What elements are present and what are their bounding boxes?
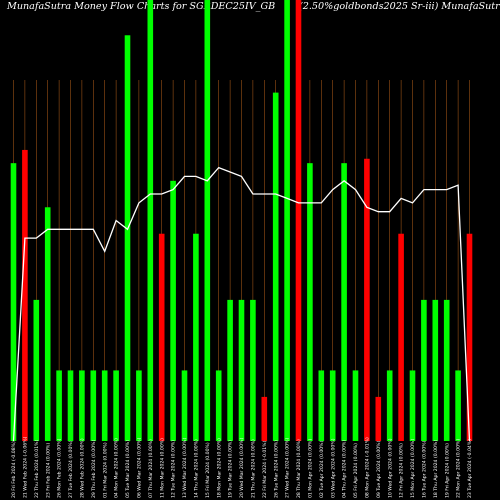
x-tick-label: 23 Fri Feb 2024 (0.00%) [45,443,51,498]
money-flow-bar [432,299,439,441]
money-flow-bar [124,35,131,441]
x-tick-label: 18 Thu Apr 2024 (0.00%) [433,440,439,498]
x-tick-label: 26 Tue Mar 2024 (0.00%) [273,440,279,498]
x-tick-label: 05 Fri Apr 2024 (0.00%) [353,443,359,498]
money-flow-bar [181,370,188,441]
money-flow-bar [79,370,85,441]
x-tick-label: 14 Thu Mar 2024 (0.00%) [194,439,200,498]
x-tick-label: 02 Tue Apr 2024 (0.00%) [319,440,325,498]
x-tick-label: 15 Fri Mar 2024 (0.00%) [205,442,211,498]
money-flow-bar [375,396,382,441]
money-flow-bar [261,396,268,441]
money-flow-bar [272,92,279,442]
money-flow-bar [386,370,393,441]
x-tick-label: 20 Wed Mar 2024 (0.00%) [239,438,245,498]
money-flow-bar [295,0,302,441]
x-tick-label: 22 Mon Apr 2024 (0.00%) [456,439,462,498]
money-flow-bar [227,299,233,441]
money-flow-bar [90,370,97,441]
money-flow-bar [113,370,119,441]
x-tick-label: 19 Tue Mar 2024 (0.00%) [228,440,234,498]
money-flow-bar [443,299,450,441]
money-flow-bar [136,370,142,441]
money-flow-bar [329,370,336,441]
money-flow-bar [455,370,461,441]
x-tick-label: 21 Wed Feb 2024 (-0.06%) [23,436,29,498]
x-tick-label: 18 Mon Mar 2024 (0.00%) [216,438,222,498]
money-flow-bar [215,370,222,441]
money-flow-bar [352,370,359,441]
x-tick-label: 13 Wed Mar 2024 (0.00%) [182,438,188,498]
x-tick-label: 12 Tue Mar 2024 (0.00%) [171,440,177,498]
money-flow-bar [67,370,74,441]
money-flow-bar [44,207,51,441]
x-tick-label: 11 Mon Mar 2024 (0.00%) [159,438,165,498]
money-flow-bar [466,233,473,441]
x-tick-label: 21 Thu Mar 2024 (0.00%) [251,439,257,498]
x-tick-label: 23 Tue Apr 2024 (-0.04%) [467,439,473,498]
x-tick-label: 27 Tue Feb 2024 (0.00%) [68,440,74,498]
money-flow-bar [33,299,40,441]
x-tick-label: 12 Fri Apr 2024 (0.00%) [399,443,405,498]
x-tick-label: 10 Wed Apr 2024 (0.00%) [387,438,393,498]
money-flow-bar [398,233,404,441]
money-flow-bar [170,180,176,441]
x-tick-label: 06 Wed Mar 2024 (0.00%) [137,438,143,498]
x-axis-labels: 20 Fri Feb 2024 (-0.08%) 21 Wed Feb 2024 … [11,436,473,498]
x-tick-label: 04 Thu Apr 2024 (0.00%) [342,440,348,498]
money-flow-bar [318,370,325,441]
x-tick-label: 20 Fri Feb 2024 (-0.08%) [11,441,17,498]
x-tick-label: 22 Fri Mar 2024 (-0.01%) [262,440,268,498]
x-tick-label: 08 Mon Apr 2024 (-0.01%) [365,437,371,498]
x-tick-label: 16 Tue Apr 2024 (0.00%) [422,440,428,498]
bars [10,0,473,442]
chart-title: MunafaSutra Money Flow Charts for SGBDEC… [7,1,276,12]
money-flow-bar [284,0,290,441]
x-tick-label: 28 Wed Feb 2024 (0.00%) [80,438,86,498]
money-flow-bar [409,370,416,441]
money-flow-bar [307,163,313,442]
money-flow-bar [421,299,427,441]
money-flow-bar [238,299,245,441]
money-flow-bar [204,0,211,441]
money-flow-bar [10,163,17,442]
money-flow-bar [101,370,108,441]
x-tick-label: 27 Wed Mar 2024 (0.00%) [285,438,291,498]
x-tick-label: 04 Mon Mar 2024 (0.00%) [114,438,120,498]
x-tick-label: 19 Fri Apr 2024 (0.00%) [444,443,450,498]
money-flow-bar [341,163,347,442]
money-flow-line-group [12,166,471,442]
money-flow-bar [364,158,370,441]
money-flow-bar [193,233,199,441]
x-tick-label: 01 Fri Mar 2024 (0.00%) [102,442,108,498]
x-tick-label: 29 Thu Feb 2024 (0.00%) [91,439,97,498]
money-flow-line [12,166,471,442]
x-tick-label: 03 Wed Apr 2024 (0.00%) [330,438,336,498]
x-tick-label: 09 Tue Apr 2024 (0.00%) [376,440,382,498]
money-flow-bar [250,299,256,441]
money-flow-bar [147,0,154,441]
x-tick-label: 28 Thu Mar 2024 (0.00%) [296,439,302,498]
money-flow-bar [56,370,62,441]
x-tick-label: 07 Thu Mar 2024 (0.00%) [148,439,154,498]
x-tick-label: 22 Thu Feb 2024 (0.01%) [34,439,40,498]
chart-subtitle: (2.50%goldbonds2025 Sr-iii) MunafaSutra.… [299,1,500,12]
x-tick-label: 26 Mon Feb 2024 (0.00%) [57,438,63,498]
money-flow-bar [22,149,28,441]
x-tick-label: 15 Mon Apr 2024 (0.00%) [410,439,416,498]
money-flow-bar [158,233,165,441]
x-tick-label: 01 Mon Apr 2024 (0.00%) [308,439,314,498]
x-tick-label: 05 Tue Mar 2024 (0.00%) [125,440,131,498]
